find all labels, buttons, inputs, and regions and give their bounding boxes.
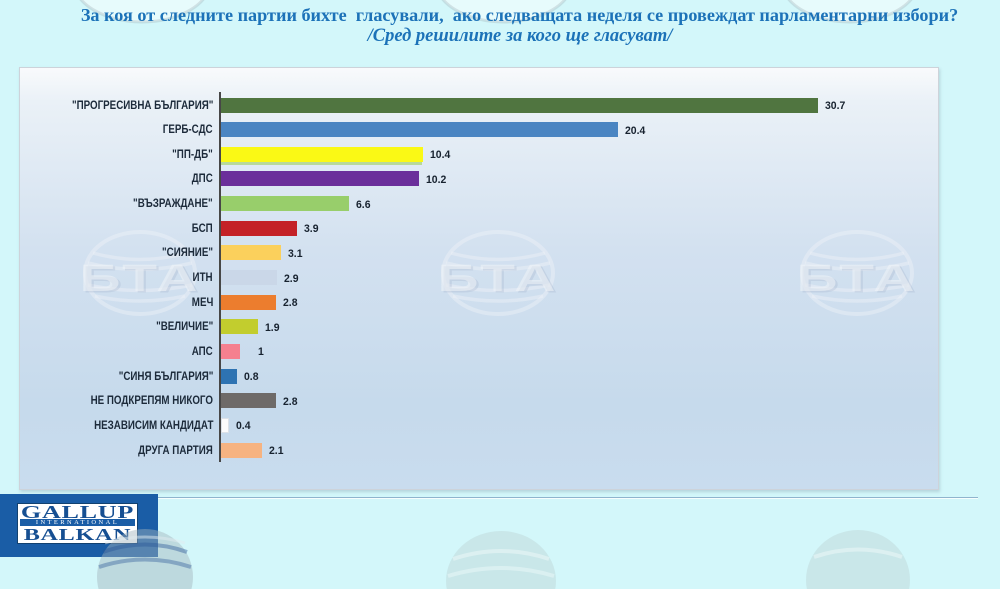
svg-text:БТА: БТА (438, 257, 559, 299)
svg-text:БТА: БТА (82, 259, 203, 301)
svg-text:БТА: БТА (80, 257, 201, 299)
svg-text:БТА: БТА (440, 259, 561, 301)
svg-text:БТА: БТА (797, 257, 918, 299)
svg-text:БТА: БТА (799, 259, 920, 301)
